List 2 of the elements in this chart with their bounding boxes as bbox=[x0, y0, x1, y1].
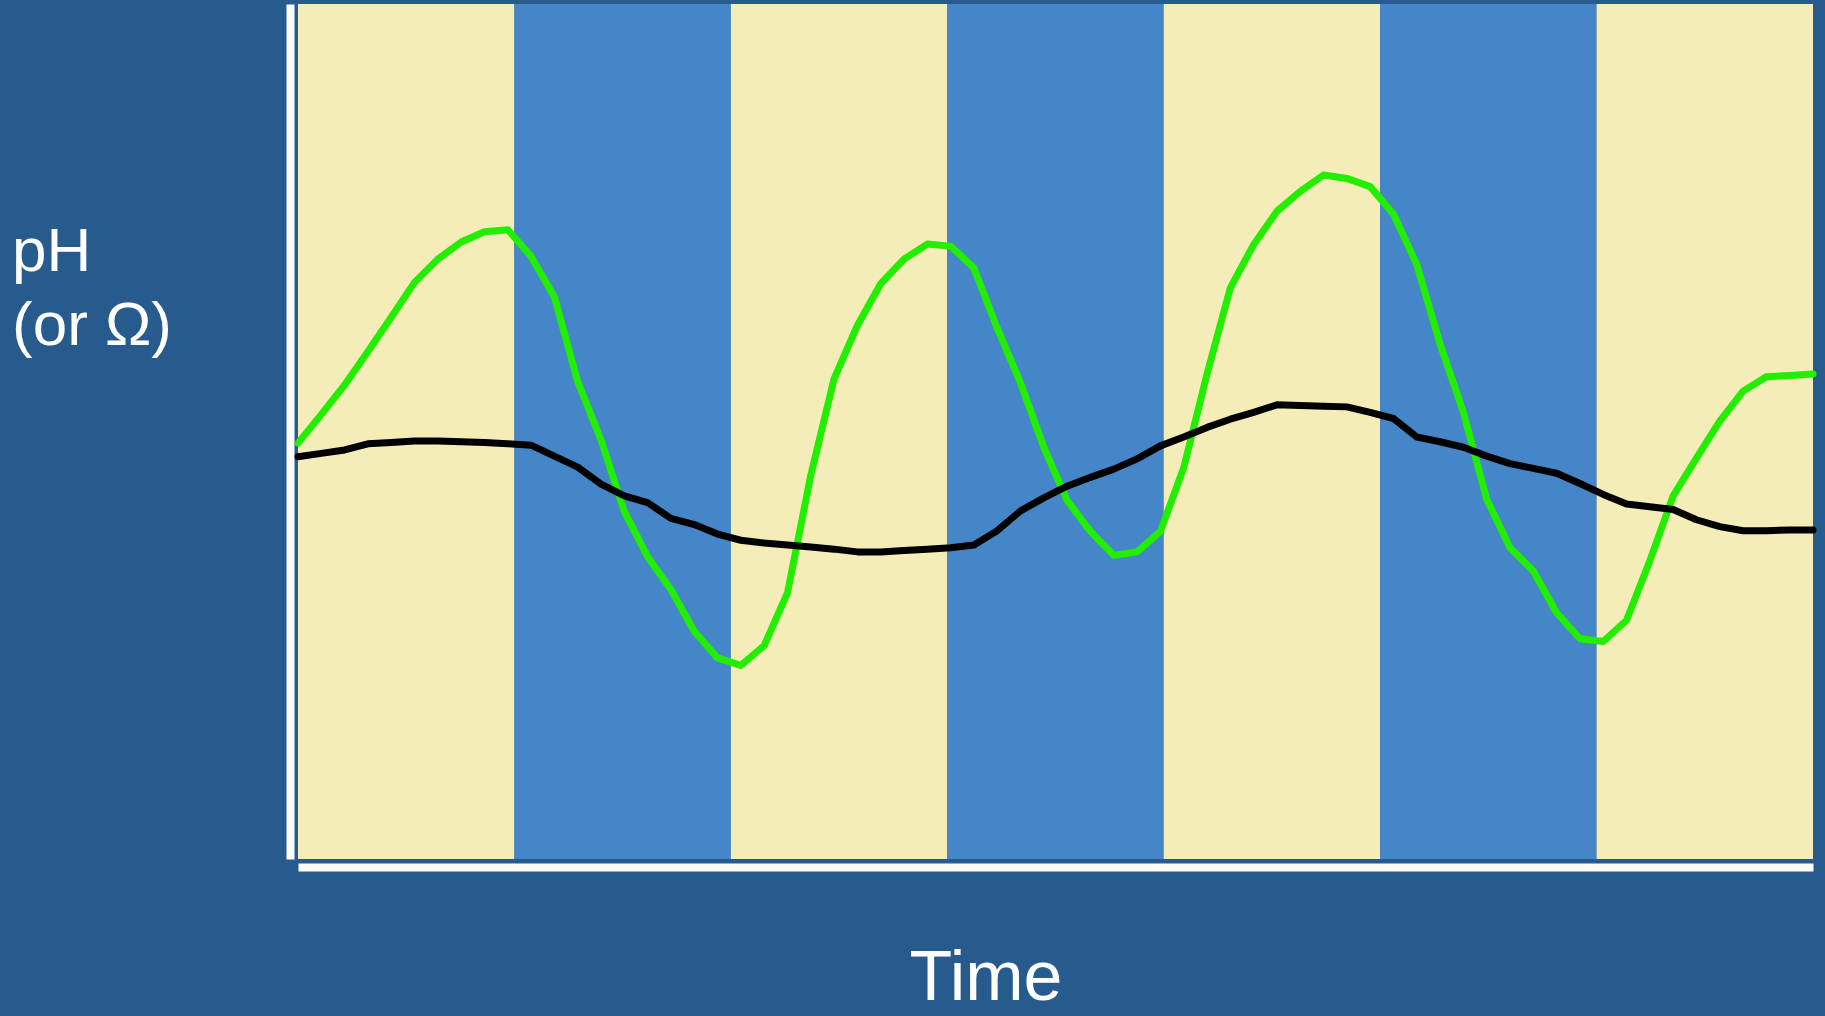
y-axis-title: pH (or Ω) bbox=[12, 215, 172, 358]
x-axis-title: Time bbox=[909, 937, 1063, 1015]
